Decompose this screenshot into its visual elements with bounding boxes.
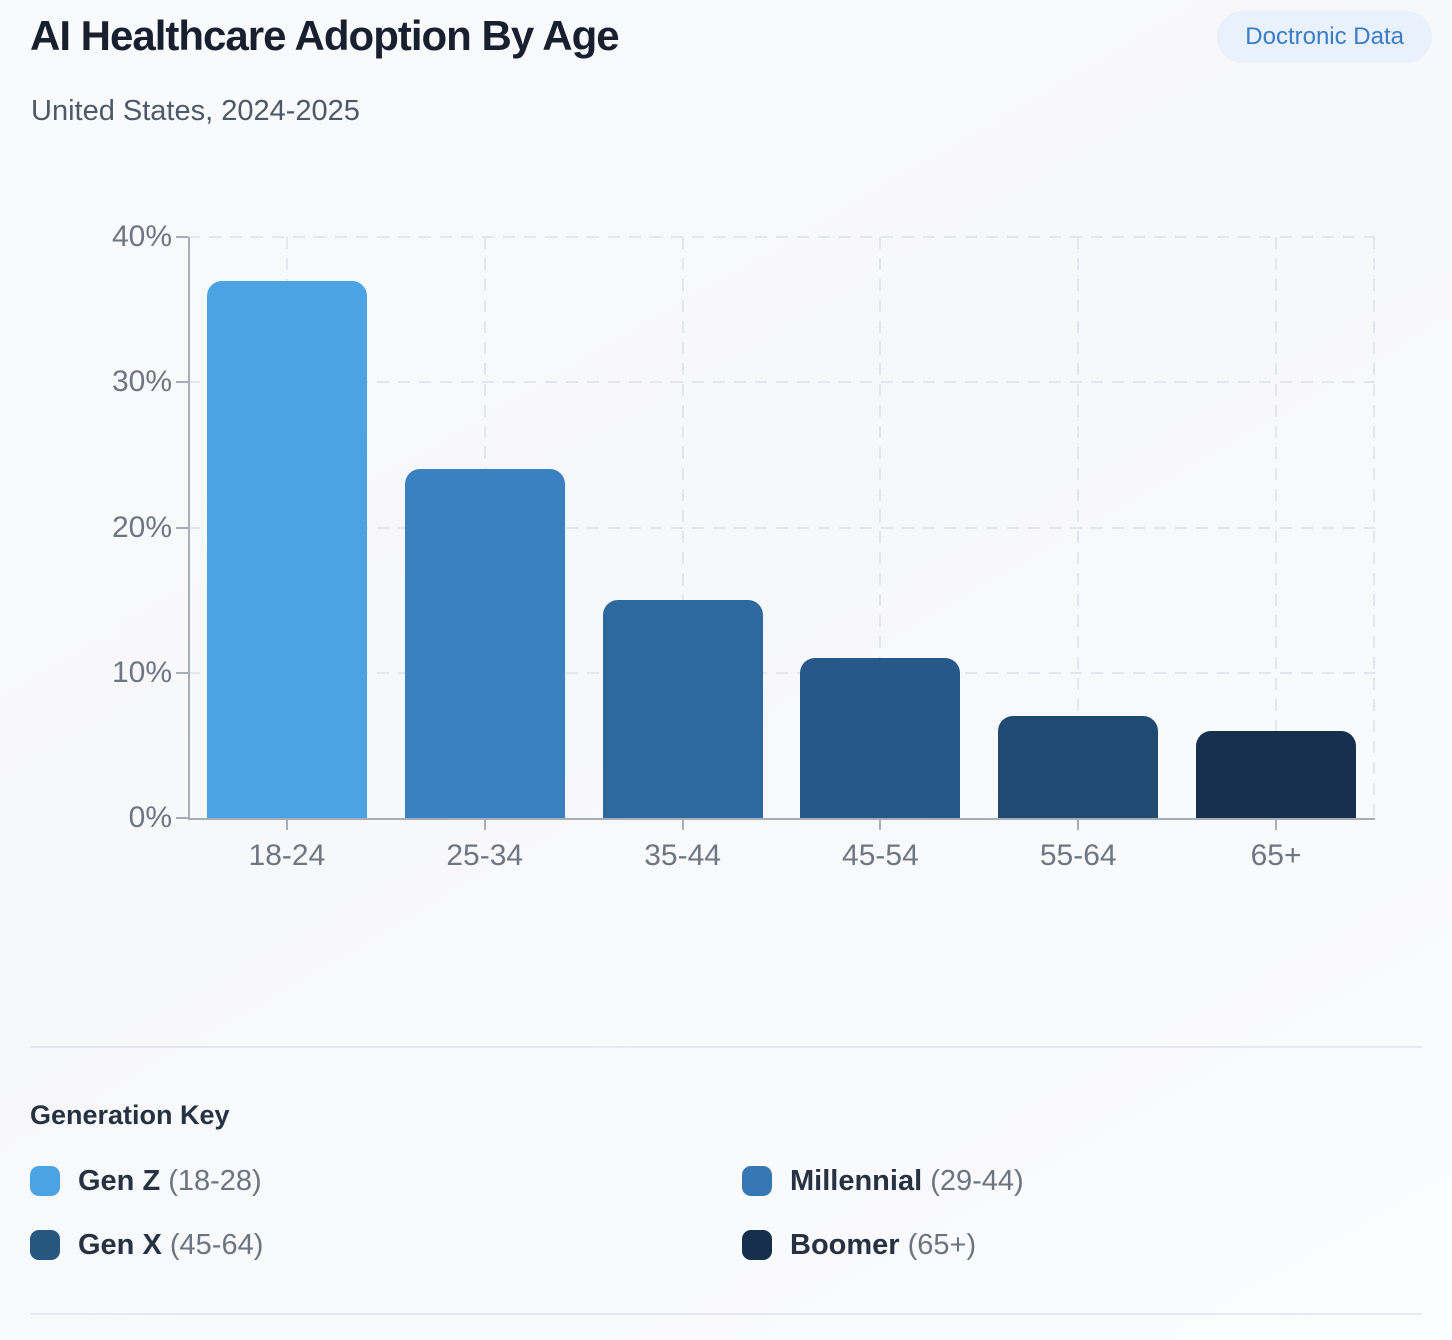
y-axis-tick-label: 0% (128, 801, 172, 834)
bar-55-64[interactable] (998, 716, 1159, 818)
bar-65+[interactable] (1196, 730, 1357, 818)
y-axis-tick-label: 30% (111, 365, 172, 399)
y-axis-tick (176, 236, 188, 238)
x-axis-tick (681, 818, 684, 830)
y-gridline (188, 236, 1375, 238)
legend-age-range: (18-28) (160, 1164, 262, 1197)
legend-age-range: (29-44) (922, 1164, 1024, 1197)
y-gridline (188, 671, 1375, 674)
legend-generation-name: Millennial (790, 1164, 923, 1197)
bar-chart-plot-area: 40% 30% 20% 10% 0% 18-24 25-34 35-44 45-54 55-64 6… (112, 220, 1375, 872)
legend-item-boomer: Boomer (65+) (742, 1229, 976, 1261)
x-gridline (681, 237, 684, 818)
bar-35-44[interactable] (602, 600, 763, 818)
data-source-badge: Doctronic Data (1217, 11, 1432, 63)
legend-item-gen-x: Gen X (45-64) (30, 1229, 263, 1261)
x-axis-tick (1275, 818, 1278, 830)
legend-item-gen-z: Gen Z (18-28) (30, 1165, 262, 1197)
legend-label: Boomer (65+) (790, 1229, 976, 1262)
legend-title: Generation Key (30, 1100, 230, 1130)
legend-generation-name: Gen X (78, 1228, 162, 1261)
y-axis-tick-label: 10% (111, 655, 172, 689)
x-axis-tick (483, 818, 486, 830)
x-axis-tick (879, 818, 882, 830)
x-axis-tick-label: 45-54 (842, 839, 919, 872)
legend-divider-top (30, 1046, 1422, 1048)
legend-generation-name: Boomer (790, 1228, 900, 1261)
x-gridline (879, 237, 882, 818)
y-gridline (188, 526, 1375, 529)
x-gridline-right-edge (1373, 237, 1375, 818)
x-gridline (1275, 237, 1278, 818)
bar-18-24[interactable] (206, 280, 367, 818)
legend-swatch (30, 1166, 60, 1196)
legend-label: Gen Z (18-28) (78, 1165, 262, 1198)
y-axis-tick-label: 40% (111, 220, 172, 253)
y-axis-tick (176, 817, 188, 819)
x-axis-tick-label: 35-44 (644, 839, 721, 872)
x-axis-tick-label: 65+ (1250, 839, 1302, 872)
legend-age-range: (45-64) (161, 1228, 264, 1261)
x-axis-tick (285, 818, 288, 830)
x-axis-tick-label: 55-64 (1039, 839, 1117, 872)
y-axis-tick (176, 381, 188, 384)
x-axis-line (188, 818, 1375, 820)
legend-generation-name: Gen Z (78, 1164, 161, 1197)
legend-age-range: (65+) (899, 1228, 977, 1261)
y-axis-tick-label: 20% (111, 510, 172, 544)
y-axis-tick (176, 526, 188, 529)
legend-label: Millennial (29-44) (790, 1165, 1024, 1198)
y-gridline (188, 381, 1375, 384)
legend-swatch (30, 1230, 60, 1260)
y-axis-line (188, 237, 190, 818)
legend-swatch (742, 1166, 772, 1196)
legend-item-millennial: Millennial (29-44) (742, 1165, 1024, 1197)
y-axis-tick (176, 671, 188, 674)
legend-label: Gen X (45-64) (78, 1229, 263, 1262)
bar-25-34[interactable] (404, 469, 565, 818)
x-axis-tick-label: 25-34 (446, 839, 524, 872)
page-title: AI Healthcare Adoption By Age (30, 12, 620, 59)
page-subtitle: United States, 2024-2025 (31, 95, 360, 127)
bar-45-54[interactable] (800, 658, 961, 818)
x-axis-tick (1077, 818, 1080, 830)
x-axis-tick-label: 18-24 (248, 839, 326, 872)
legend-swatch (742, 1230, 772, 1260)
x-gridline (1077, 237, 1080, 818)
bottom-divider (30, 1313, 1422, 1315)
